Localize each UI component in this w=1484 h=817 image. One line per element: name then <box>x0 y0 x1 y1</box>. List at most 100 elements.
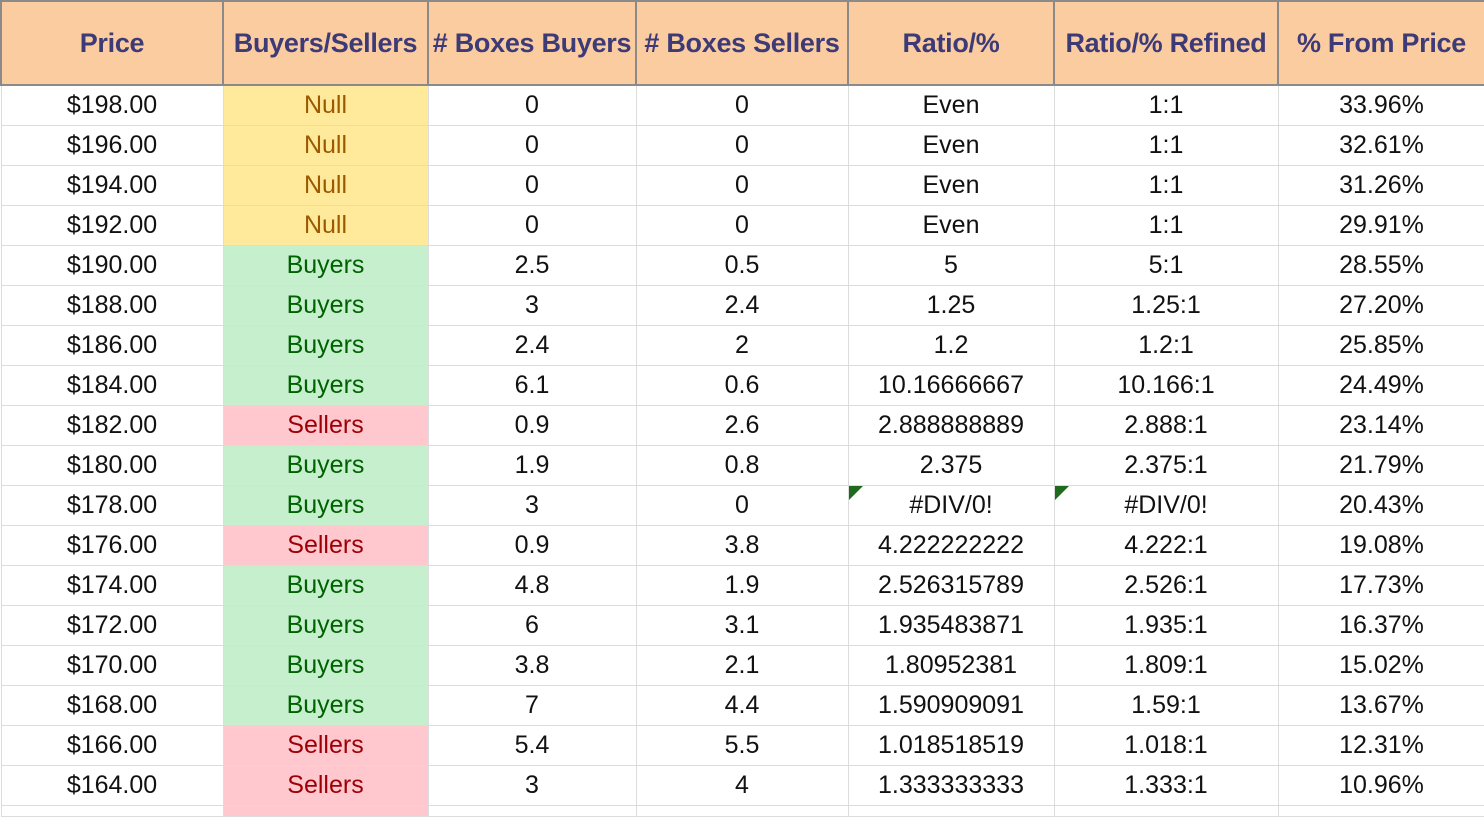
price-cell[interactable]: $168.00 <box>0 685 224 726</box>
boxes-sellers-cell[interactable]: 2.6 <box>635 405 849 446</box>
buyers-sellers-cell[interactable]: Buyers <box>222 365 429 406</box>
buyers-sellers-cell[interactable] <box>222 805 429 817</box>
ratio-cell[interactable]: Even <box>847 205 1055 246</box>
boxes-sellers-cell[interactable]: 3.1 <box>635 605 849 646</box>
price-cell[interactable]: $188.00 <box>0 285 224 326</box>
from-price-cell[interactable]: 32.61% <box>1277 125 1484 166</box>
boxes-buyers-cell[interactable]: 6.1 <box>427 365 637 406</box>
from-price-cell[interactable]: 25.85% <box>1277 325 1484 366</box>
from-price-cell[interactable]: 13.67% <box>1277 685 1484 726</box>
boxes-sellers-cell[interactable]: 0 <box>635 165 849 206</box>
price-cell[interactable]: $186.00 <box>0 325 224 366</box>
price-cell[interactable]: $172.00 <box>0 605 224 646</box>
ratio-cell[interactable]: 1.333333333 <box>847 765 1055 806</box>
ratio-refined-cell[interactable]: 10.166:1 <box>1053 365 1279 406</box>
buyers-sellers-cell[interactable]: Buyers <box>222 685 429 726</box>
ratio-cell[interactable]: 5 <box>847 245 1055 286</box>
from-price-cell[interactable]: 24.49% <box>1277 365 1484 406</box>
header-ratio-refined[interactable]: Ratio/% Refined <box>1053 0 1279 86</box>
boxes-buyers-cell[interactable]: 2.4 <box>427 325 637 366</box>
boxes-sellers-cell[interactable]: 0 <box>635 125 849 166</box>
boxes-sellers-cell[interactable]: 4.4 <box>635 685 849 726</box>
boxes-buyers-cell[interactable]: 5.4 <box>427 725 637 766</box>
boxes-buyers-cell[interactable]: 0 <box>427 165 637 206</box>
boxes-buyers-cell[interactable]: 0.9 <box>427 525 637 566</box>
boxes-sellers-cell[interactable]: 0 <box>635 84 849 126</box>
ratio-cell[interactable]: 1.2 <box>847 325 1055 366</box>
from-price-cell[interactable]: 17.73% <box>1277 565 1484 606</box>
header-price[interactable]: Price <box>0 0 224 86</box>
boxes-sellers-cell[interactable]: 2.1 <box>635 645 849 686</box>
buyers-sellers-cell[interactable]: Buyers <box>222 565 429 606</box>
buyers-sellers-cell[interactable]: Null <box>222 125 429 166</box>
from-price-cell[interactable]: 19.08% <box>1277 525 1484 566</box>
ratio-refined-cell[interactable]: 1:1 <box>1053 84 1279 126</box>
from-price-cell[interactable]: 15.02% <box>1277 645 1484 686</box>
price-cell[interactable]: $164.00 <box>0 765 224 806</box>
header-buyers-sellers[interactable]: Buyers/Sellers <box>222 0 429 86</box>
boxes-buyers-cell[interactable]: 7 <box>427 685 637 726</box>
price-cell[interactable]: $170.00 <box>0 645 224 686</box>
price-cell[interactable]: $178.00 <box>0 485 224 526</box>
ratio-cell[interactable]: Even <box>847 84 1055 126</box>
boxes-sellers-cell[interactable]: 0 <box>635 205 849 246</box>
from-price-cell[interactable]: 23.14% <box>1277 405 1484 446</box>
boxes-sellers-cell[interactable] <box>635 805 849 817</box>
header-boxes-buyers[interactable]: # Boxes Buyers <box>427 0 637 86</box>
boxes-sellers-cell[interactable]: 0 <box>635 485 849 526</box>
from-price-cell[interactable]: 31.26% <box>1277 165 1484 206</box>
ratio-cell[interactable]: 1.018518519 <box>847 725 1055 766</box>
ratio-cell[interactable]: 2.888888889 <box>847 405 1055 446</box>
ratio-refined-cell[interactable]: #DIV/0! <box>1053 485 1279 526</box>
ratio-refined-cell[interactable]: 5:1 <box>1053 245 1279 286</box>
ratio-refined-cell[interactable] <box>1053 805 1279 817</box>
boxes-buyers-cell[interactable]: 0 <box>427 205 637 246</box>
ratio-refined-cell[interactable]: 2.888:1 <box>1053 405 1279 446</box>
from-price-cell[interactable]: 33.96% <box>1277 84 1484 126</box>
buyers-sellers-cell[interactable]: Buyers <box>222 245 429 286</box>
buyers-sellers-cell[interactable]: Buyers <box>222 485 429 526</box>
boxes-sellers-cell[interactable]: 2 <box>635 325 849 366</box>
price-cell[interactable]: $180.00 <box>0 445 224 486</box>
boxes-buyers-cell[interactable] <box>427 805 637 817</box>
from-price-cell[interactable]: 29.91% <box>1277 205 1484 246</box>
ratio-refined-cell[interactable]: 1.935:1 <box>1053 605 1279 646</box>
buyers-sellers-cell[interactable]: Buyers <box>222 605 429 646</box>
boxes-buyers-cell[interactable]: 3 <box>427 765 637 806</box>
price-cell[interactable]: $182.00 <box>0 405 224 446</box>
boxes-sellers-cell[interactable]: 0.5 <box>635 245 849 286</box>
ratio-refined-cell[interactable]: 4.222:1 <box>1053 525 1279 566</box>
boxes-buyers-cell[interactable]: 3 <box>427 285 637 326</box>
ratio-refined-cell[interactable]: 1:1 <box>1053 125 1279 166</box>
from-price-cell[interactable]: 10.96% <box>1277 765 1484 806</box>
ratio-cell[interactable]: 1.25 <box>847 285 1055 326</box>
price-cell[interactable] <box>0 805 224 817</box>
from-price-cell[interactable] <box>1277 805 1484 817</box>
price-cell[interactable]: $166.00 <box>0 725 224 766</box>
header-boxes-sellers[interactable]: # Boxes Sellers <box>635 0 849 86</box>
buyers-sellers-cell[interactable]: Null <box>222 205 429 246</box>
header-ratio[interactable]: Ratio/% <box>847 0 1055 86</box>
boxes-sellers-cell[interactable]: 1.9 <box>635 565 849 606</box>
boxes-sellers-cell[interactable]: 3.8 <box>635 525 849 566</box>
price-cell[interactable]: $198.00 <box>0 84 224 126</box>
boxes-buyers-cell[interactable]: 3.8 <box>427 645 637 686</box>
boxes-buyers-cell[interactable]: 0.9 <box>427 405 637 446</box>
buyers-sellers-cell[interactable]: Buyers <box>222 285 429 326</box>
buyers-sellers-cell[interactable]: Null <box>222 84 429 126</box>
ratio-refined-cell[interactable]: 1.2:1 <box>1053 325 1279 366</box>
from-price-cell[interactable]: 27.20% <box>1277 285 1484 326</box>
buyers-sellers-cell[interactable]: Buyers <box>222 645 429 686</box>
ratio-refined-cell[interactable]: 1:1 <box>1053 205 1279 246</box>
price-cell[interactable]: $192.00 <box>0 205 224 246</box>
ratio-cell[interactable]: 1.935483871 <box>847 605 1055 646</box>
ratio-cell[interactable]: 4.222222222 <box>847 525 1055 566</box>
from-price-cell[interactable]: 28.55% <box>1277 245 1484 286</box>
ratio-cell[interactable]: #DIV/0! <box>847 485 1055 526</box>
price-cell[interactable]: $190.00 <box>0 245 224 286</box>
ratio-refined-cell[interactable]: 1.59:1 <box>1053 685 1279 726</box>
boxes-buyers-cell[interactable]: 4.8 <box>427 565 637 606</box>
price-cell[interactable]: $196.00 <box>0 125 224 166</box>
ratio-cell[interactable]: Even <box>847 125 1055 166</box>
ratio-cell[interactable]: 1.80952381 <box>847 645 1055 686</box>
